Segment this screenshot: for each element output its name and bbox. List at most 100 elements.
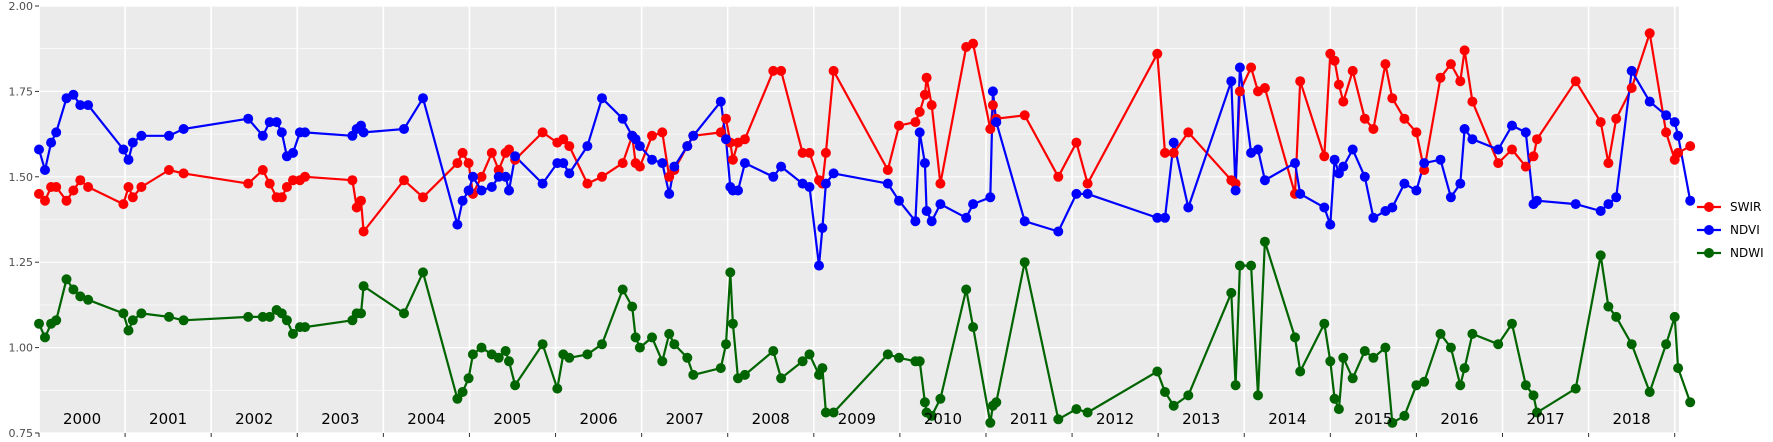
data-point-ndwi — [804, 349, 815, 360]
data-point-ndvi — [1455, 178, 1466, 189]
data-point-swir — [1152, 48, 1163, 59]
y-tick-label: 1.50 — [9, 171, 34, 184]
data-point-ndwi — [1685, 397, 1696, 408]
data-point-ndvi — [1071, 188, 1082, 199]
y-tick-label: 1.25 — [9, 256, 34, 269]
data-point-ndvi — [1435, 154, 1446, 165]
data-point-ndvi — [467, 171, 478, 182]
data-point-ndwi — [1319, 318, 1330, 329]
series-points — [34, 28, 1696, 428]
data-point-swir — [657, 127, 668, 138]
data-point-swir — [1168, 147, 1179, 158]
data-point-ndvi — [476, 185, 487, 196]
data-point-swir — [257, 165, 268, 175]
data-point-ndwi — [627, 301, 638, 312]
data-point-swir — [715, 127, 726, 138]
data-point-swir — [1387, 93, 1398, 104]
data-point-ndvi — [664, 188, 675, 199]
data-point-ndvi — [647, 154, 657, 165]
data-point-ndwi — [1226, 287, 1237, 298]
data-point-ndwi — [61, 274, 72, 285]
data-point-swir — [1246, 62, 1257, 73]
data-point-ndvi — [721, 134, 731, 145]
data-point-ndvi — [463, 185, 474, 196]
data-point-ndvi — [921, 206, 932, 216]
data-point-ndvi — [452, 219, 463, 230]
data-point-swir — [1570, 76, 1581, 87]
data-point-swir — [558, 134, 569, 145]
data-point-ndwi — [1183, 390, 1194, 401]
data-point-ndwi — [123, 325, 134, 336]
year-label: 2004 — [407, 410, 445, 428]
data-point-swir — [597, 171, 607, 182]
data-point-swir — [1411, 127, 1422, 138]
data-point-swir — [1399, 113, 1410, 124]
data-point-ndvi — [83, 100, 94, 111]
y-tick-label: 0.75 — [9, 427, 34, 440]
data-point-ndwi — [257, 311, 268, 322]
data-point-ndvi — [804, 182, 815, 192]
data-point-swir — [504, 144, 514, 155]
data-point-ndvi — [968, 199, 979, 210]
data-point-ndwi — [1359, 346, 1370, 356]
data-point-ndvi — [164, 130, 174, 141]
data-point-ndvi — [1259, 175, 1270, 186]
data-point-ndvi — [300, 127, 310, 138]
data-point-ndvi — [1532, 195, 1542, 206]
data-point-swir — [926, 100, 937, 111]
data-point-swir — [882, 165, 893, 175]
data-point-swir — [820, 147, 831, 158]
data-point-swir — [264, 178, 275, 189]
data-point-ndwi — [136, 308, 147, 319]
data-point-ndwi — [1295, 366, 1306, 377]
data-point-ndvi — [768, 171, 779, 182]
data-point-swir — [476, 171, 487, 182]
data-point-ndvi — [817, 223, 828, 233]
data-point-ndwi — [797, 356, 808, 367]
data-point-swir — [123, 182, 134, 192]
data-point-swir — [1295, 76, 1306, 87]
data-point-ndwi — [688, 369, 699, 380]
data-point-ndwi — [657, 356, 668, 367]
data-point-ndwi — [1626, 339, 1637, 350]
data-point-ndwi — [597, 339, 607, 350]
data-point-ndwi — [68, 284, 79, 295]
data-point-swir — [914, 106, 925, 117]
data-point-swir — [1507, 144, 1517, 155]
data-point-swir — [75, 175, 86, 186]
data-point-ndwi — [51, 315, 62, 326]
data-point-ndwi — [552, 383, 563, 394]
data-point-ndvi — [715, 96, 726, 107]
data-point-ndvi — [814, 260, 824, 271]
data-point-swir — [1435, 72, 1446, 83]
data-point-ndwi — [919, 397, 930, 408]
data-point-ndvi — [688, 130, 699, 141]
data-point-ndwi — [647, 332, 657, 343]
data-point-ndvi — [75, 100, 86, 111]
data-point-ndwi — [1507, 318, 1517, 329]
data-point-ndvi — [828, 168, 839, 179]
data-point-ndwi — [1290, 332, 1300, 343]
data-point-ndvi — [733, 185, 743, 196]
data-point-ndvi — [418, 93, 428, 104]
data-point-ndwi — [817, 363, 828, 374]
data-point-swir — [399, 175, 409, 186]
data-point-ndvi — [486, 182, 497, 192]
data-point-swir — [1626, 83, 1637, 93]
data-point-swir — [1493, 158, 1504, 169]
data-point-ndwi — [40, 332, 50, 343]
data-point-ndwi — [288, 328, 298, 339]
data-point-ndwi — [1669, 311, 1680, 322]
data-point-swir — [83, 182, 94, 192]
data-point-swir — [1445, 59, 1456, 70]
data-point-ndvi — [1387, 202, 1398, 213]
year-label: 2010 — [924, 410, 962, 428]
data-point-ndwi — [1459, 363, 1470, 374]
data-point-swir — [1368, 124, 1379, 134]
data-point-swir — [1019, 110, 1030, 121]
data-point-ndvi — [178, 124, 189, 134]
data-point-ndvi — [739, 158, 750, 169]
data-point-ndwi — [500, 346, 511, 356]
data-point-ndvi — [1520, 127, 1531, 138]
data-point-ndwi — [1071, 404, 1082, 415]
